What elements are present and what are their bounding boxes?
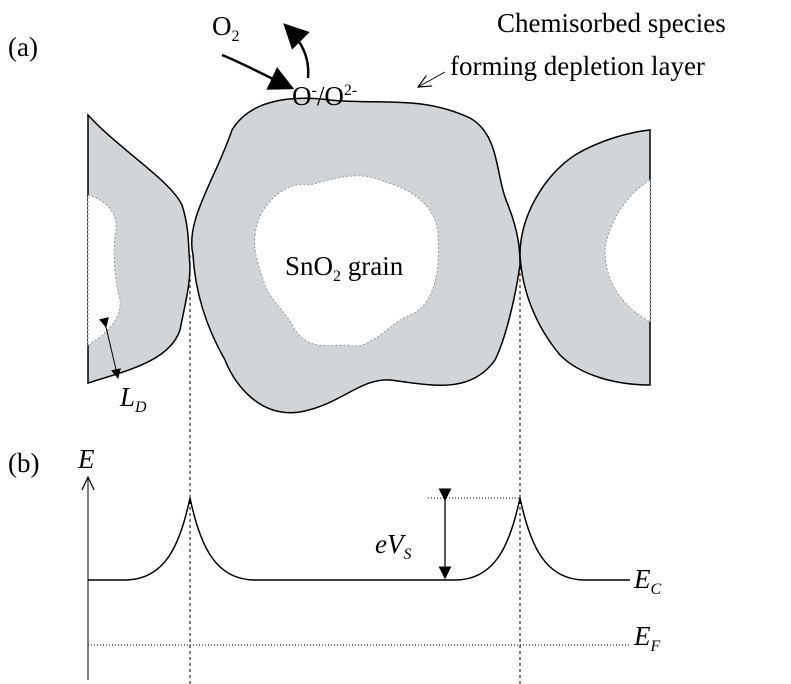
- subscript: D: [134, 399, 147, 416]
- subscript: C: [651, 581, 662, 598]
- annotation: forming depletion layer: [450, 51, 705, 81]
- debye-arrow: [99, 317, 121, 379]
- o2-label: O2: [212, 11, 240, 45]
- text: O: [212, 11, 232, 41]
- conduction-band: [88, 497, 630, 581]
- subscript: 2: [333, 268, 341, 285]
- ec-label: EC: [633, 564, 662, 598]
- superscript: -: [312, 82, 317, 99]
- grain-core: [254, 175, 439, 347]
- text: SnO: [285, 251, 333, 281]
- adsorb-arrow: [221, 53, 295, 90]
- annotation: Chemisorbed species: [497, 8, 726, 38]
- right-grain-core: [604, 179, 651, 323]
- text: eV: [375, 529, 407, 559]
- barrier-label: eVS: [375, 529, 411, 563]
- panel-label: (a): [8, 32, 38, 62]
- axis-label: E: [77, 444, 95, 474]
- text: /O: [317, 81, 344, 111]
- subscript: F: [650, 638, 661, 655]
- panel-label: (b): [8, 448, 39, 478]
- desorb-arrow: [283, 23, 310, 79]
- ef-label: EF: [633, 621, 661, 655]
- adsorbed-label: O-/O2-: [292, 81, 357, 111]
- text: E: [633, 621, 651, 651]
- text: E: [633, 564, 651, 594]
- subscript: 2: [232, 28, 240, 45]
- text: O: [292, 81, 312, 111]
- grain-label: SnO2 grain: [285, 251, 404, 285]
- superscript: 2-: [344, 82, 357, 99]
- subscript: S: [403, 546, 411, 563]
- debye-label: LD: [119, 382, 147, 416]
- text: grain: [341, 251, 404, 281]
- annotation-arrow: [418, 71, 446, 87]
- text: L: [119, 382, 135, 412]
